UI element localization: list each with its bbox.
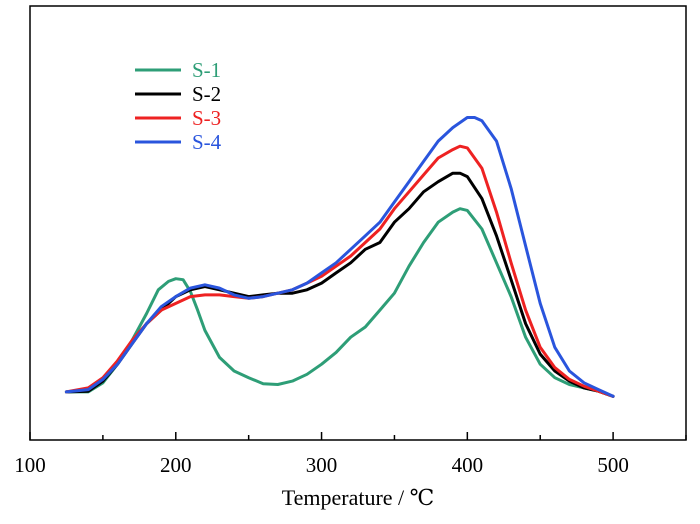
series-line-s-3 [64, 144, 615, 398]
plot-frame [29, 5, 687, 441]
x-tick-label: 100 [14, 453, 46, 477]
legend-label-s-3: S-3 [192, 106, 221, 130]
legend-label-s-1: S-1 [192, 58, 221, 82]
legend-label-s-2: S-2 [192, 82, 221, 106]
x-tick-label: 400 [452, 453, 484, 477]
series-line-s-2 [64, 171, 615, 398]
legend-label-s-4: S-4 [192, 130, 222, 154]
series-line-s-4 [64, 116, 615, 398]
x-axis-title: Temperature / ℃ [282, 485, 435, 510]
x-tick-label: 300 [306, 453, 338, 477]
x-tick-label: 500 [597, 453, 629, 477]
series-line-s-1 [64, 207, 615, 398]
series-lines [64, 116, 615, 398]
x-tick-label: 200 [160, 453, 192, 477]
legend: S-1S-2S-3S-4 [135, 58, 222, 154]
x-axis-ticks: 100 200 300 400 500 [14, 432, 687, 477]
